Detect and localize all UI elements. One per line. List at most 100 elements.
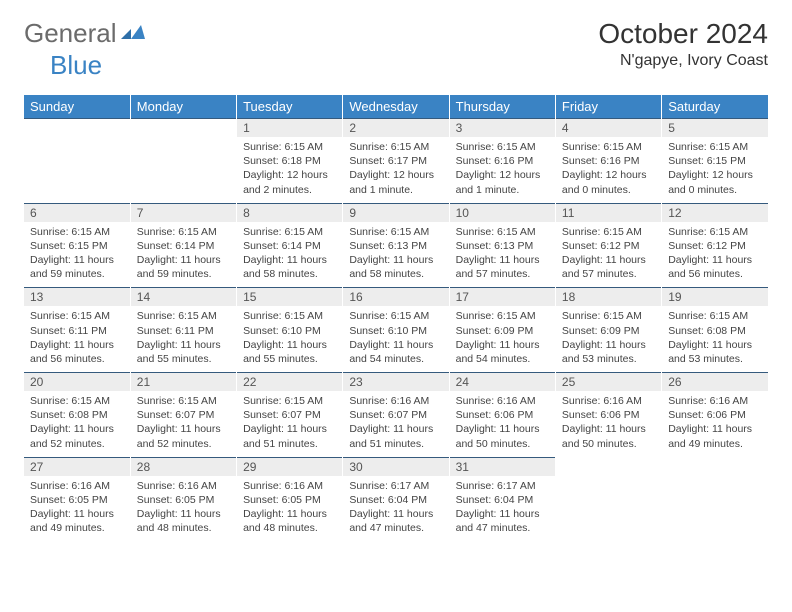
sunset-line: Sunset: 6:15 PM bbox=[668, 154, 762, 168]
sunset-line: Sunset: 6:07 PM bbox=[243, 408, 336, 422]
sunrise-line: Sunrise: 6:15 AM bbox=[456, 140, 549, 154]
week-3-numbers: 20212223242526 bbox=[24, 373, 768, 392]
sunset-line: Sunset: 6:12 PM bbox=[668, 239, 762, 253]
daylight-line: Daylight: 12 hours and 0 minutes. bbox=[562, 168, 655, 196]
sunrise-line: Sunrise: 6:15 AM bbox=[243, 225, 336, 239]
sunrise-line: Sunrise: 6:16 AM bbox=[243, 479, 336, 493]
week-0-numbers: 12345 bbox=[24, 119, 768, 138]
empty-cell bbox=[555, 476, 661, 542]
sunrise-line: Sunrise: 6:15 AM bbox=[243, 140, 336, 154]
day-number-26: 26 bbox=[662, 373, 768, 392]
sunset-line: Sunset: 6:16 PM bbox=[562, 154, 655, 168]
day-number-12: 12 bbox=[662, 203, 768, 222]
title-block: October 2024 N'gapye, Ivory Coast bbox=[598, 18, 768, 70]
daylight-line: Daylight: 11 hours and 57 minutes. bbox=[456, 253, 549, 281]
calendar-table: SundayMondayTuesdayWednesdayThursdayFrid… bbox=[24, 95, 768, 541]
sunset-line: Sunset: 6:11 PM bbox=[137, 324, 230, 338]
week-3-details: Sunrise: 6:15 AMSunset: 6:08 PMDaylight:… bbox=[24, 391, 768, 457]
sunrise-line: Sunrise: 6:15 AM bbox=[243, 394, 336, 408]
month-title: October 2024 bbox=[598, 18, 768, 50]
daylight-line: Daylight: 11 hours and 52 minutes. bbox=[30, 422, 124, 450]
logo-text-general: General bbox=[24, 18, 117, 49]
sunset-line: Sunset: 6:15 PM bbox=[30, 239, 124, 253]
daylight-line: Daylight: 11 hours and 50 minutes. bbox=[562, 422, 655, 450]
sunset-line: Sunset: 6:09 PM bbox=[562, 324, 655, 338]
week-1-numbers: 6789101112 bbox=[24, 203, 768, 222]
daylight-line: Daylight: 11 hours and 56 minutes. bbox=[668, 253, 762, 281]
week-0-details: Sunrise: 6:15 AMSunset: 6:18 PMDaylight:… bbox=[24, 137, 768, 203]
day-detail-17: Sunrise: 6:15 AMSunset: 6:09 PMDaylight:… bbox=[449, 306, 555, 372]
day-detail-21: Sunrise: 6:15 AMSunset: 6:07 PMDaylight:… bbox=[130, 391, 236, 457]
day-detail-11: Sunrise: 6:15 AMSunset: 6:12 PMDaylight:… bbox=[555, 222, 661, 288]
day-number-2: 2 bbox=[343, 119, 449, 138]
day-number-7: 7 bbox=[130, 203, 236, 222]
day-number-22: 22 bbox=[237, 373, 343, 392]
day-number-10: 10 bbox=[449, 203, 555, 222]
day-detail-24: Sunrise: 6:16 AMSunset: 6:06 PMDaylight:… bbox=[449, 391, 555, 457]
day-detail-29: Sunrise: 6:16 AMSunset: 6:05 PMDaylight:… bbox=[237, 476, 343, 542]
day-detail-18: Sunrise: 6:15 AMSunset: 6:09 PMDaylight:… bbox=[555, 306, 661, 372]
empty-cell bbox=[662, 457, 768, 476]
sunrise-line: Sunrise: 6:15 AM bbox=[562, 140, 655, 154]
sunset-line: Sunset: 6:08 PM bbox=[668, 324, 762, 338]
week-2-details: Sunrise: 6:15 AMSunset: 6:11 PMDaylight:… bbox=[24, 306, 768, 372]
daylight-line: Daylight: 11 hours and 51 minutes. bbox=[243, 422, 336, 450]
sunset-line: Sunset: 6:06 PM bbox=[456, 408, 549, 422]
day-detail-4: Sunrise: 6:15 AMSunset: 6:16 PMDaylight:… bbox=[555, 137, 661, 203]
sunrise-line: Sunrise: 6:15 AM bbox=[137, 309, 230, 323]
day-number-14: 14 bbox=[130, 288, 236, 307]
day-detail-30: Sunrise: 6:17 AMSunset: 6:04 PMDaylight:… bbox=[343, 476, 449, 542]
day-number-5: 5 bbox=[662, 119, 768, 138]
day-number-1: 1 bbox=[237, 119, 343, 138]
sunrise-line: Sunrise: 6:16 AM bbox=[30, 479, 124, 493]
day-detail-9: Sunrise: 6:15 AMSunset: 6:13 PMDaylight:… bbox=[343, 222, 449, 288]
daylight-line: Daylight: 12 hours and 0 minutes. bbox=[668, 168, 762, 196]
weekday-sunday: Sunday bbox=[24, 95, 130, 119]
sunrise-line: Sunrise: 6:15 AM bbox=[30, 309, 124, 323]
sunset-line: Sunset: 6:17 PM bbox=[349, 154, 442, 168]
sunrise-line: Sunrise: 6:15 AM bbox=[668, 225, 762, 239]
sunrise-line: Sunrise: 6:16 AM bbox=[668, 394, 762, 408]
day-number-21: 21 bbox=[130, 373, 236, 392]
sunset-line: Sunset: 6:07 PM bbox=[137, 408, 230, 422]
sunset-line: Sunset: 6:07 PM bbox=[349, 408, 442, 422]
sunrise-line: Sunrise: 6:15 AM bbox=[562, 225, 655, 239]
weekday-wednesday: Wednesday bbox=[343, 95, 449, 119]
sunrise-line: Sunrise: 6:15 AM bbox=[349, 140, 442, 154]
empty-cell bbox=[130, 119, 236, 138]
day-detail-22: Sunrise: 6:15 AMSunset: 6:07 PMDaylight:… bbox=[237, 391, 343, 457]
sunrise-line: Sunrise: 6:15 AM bbox=[668, 309, 762, 323]
day-detail-2: Sunrise: 6:15 AMSunset: 6:17 PMDaylight:… bbox=[343, 137, 449, 203]
day-detail-5: Sunrise: 6:15 AMSunset: 6:15 PMDaylight:… bbox=[662, 137, 768, 203]
week-4-numbers: 2728293031 bbox=[24, 457, 768, 476]
sunset-line: Sunset: 6:13 PM bbox=[456, 239, 549, 253]
day-detail-23: Sunrise: 6:16 AMSunset: 6:07 PMDaylight:… bbox=[343, 391, 449, 457]
day-detail-8: Sunrise: 6:15 AMSunset: 6:14 PMDaylight:… bbox=[237, 222, 343, 288]
daylight-line: Daylight: 11 hours and 59 minutes. bbox=[30, 253, 124, 281]
daylight-line: Daylight: 12 hours and 1 minute. bbox=[456, 168, 549, 196]
sunset-line: Sunset: 6:12 PM bbox=[562, 239, 655, 253]
sunset-line: Sunset: 6:09 PM bbox=[456, 324, 549, 338]
logo: General bbox=[24, 18, 145, 49]
day-detail-14: Sunrise: 6:15 AMSunset: 6:11 PMDaylight:… bbox=[130, 306, 236, 372]
sunrise-line: Sunrise: 6:15 AM bbox=[243, 309, 336, 323]
sunrise-line: Sunrise: 6:17 AM bbox=[456, 479, 549, 493]
sunrise-line: Sunrise: 6:16 AM bbox=[562, 394, 655, 408]
daylight-line: Daylight: 11 hours and 47 minutes. bbox=[456, 507, 549, 535]
sunset-line: Sunset: 6:05 PM bbox=[243, 493, 336, 507]
logo-mark-icon bbox=[121, 25, 145, 43]
sunrise-line: Sunrise: 6:16 AM bbox=[137, 479, 230, 493]
daylight-line: Daylight: 11 hours and 54 minutes. bbox=[456, 338, 549, 366]
daylight-line: Daylight: 11 hours and 50 minutes. bbox=[456, 422, 549, 450]
sunrise-line: Sunrise: 6:15 AM bbox=[137, 394, 230, 408]
empty-cell bbox=[130, 137, 236, 203]
daylight-line: Daylight: 11 hours and 47 minutes. bbox=[349, 507, 442, 535]
sunset-line: Sunset: 6:08 PM bbox=[30, 408, 124, 422]
day-number-17: 17 bbox=[449, 288, 555, 307]
daylight-line: Daylight: 11 hours and 57 minutes. bbox=[562, 253, 655, 281]
sunset-line: Sunset: 6:13 PM bbox=[349, 239, 442, 253]
logo-text-blue: Blue bbox=[50, 50, 102, 80]
day-detail-15: Sunrise: 6:15 AMSunset: 6:10 PMDaylight:… bbox=[237, 306, 343, 372]
sunrise-line: Sunrise: 6:15 AM bbox=[456, 225, 549, 239]
day-number-19: 19 bbox=[662, 288, 768, 307]
